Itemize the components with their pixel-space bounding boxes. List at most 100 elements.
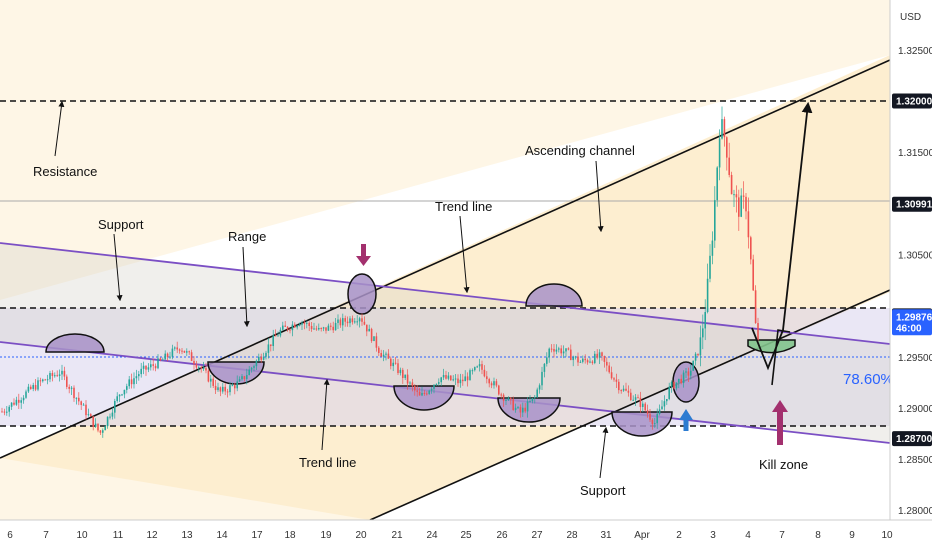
candle-body	[699, 337, 702, 356]
candle-body	[332, 326, 334, 331]
candle-body	[651, 419, 654, 425]
candle-body	[277, 335, 279, 337]
candle-body	[750, 237, 752, 260]
candle-body	[56, 375, 58, 377]
candle-body	[531, 397, 534, 402]
candle-body	[202, 368, 205, 370]
candle-body	[8, 406, 10, 412]
candle-body	[301, 322, 303, 325]
candle-body	[649, 413, 651, 420]
price-tag-label: 1.29876	[896, 312, 932, 323]
candle-body	[253, 366, 255, 368]
candle-body	[104, 426, 106, 431]
candle-body	[433, 384, 435, 389]
candle-body	[361, 318, 363, 322]
candle-body	[622, 388, 625, 391]
down-arrow-magenta	[356, 244, 371, 266]
candle-body	[502, 394, 505, 401]
x-tick-label: 7	[779, 530, 785, 541]
candle-body	[536, 389, 538, 398]
candle-body	[514, 407, 517, 411]
candle-body	[721, 119, 723, 139]
candle-body	[421, 392, 423, 396]
candle-body	[231, 385, 234, 387]
candle-body	[692, 360, 694, 371]
candle-body	[152, 364, 154, 366]
candle-body	[457, 378, 459, 384]
candle-body	[454, 378, 457, 380]
candle-body	[589, 361, 591, 363]
candle-body	[690, 370, 692, 376]
candle-body	[670, 381, 673, 387]
candle-body	[517, 407, 519, 409]
candle-body	[738, 197, 740, 217]
candle-body	[646, 410, 649, 414]
x-tick-label: 31	[600, 530, 612, 541]
candle-body	[534, 397, 536, 399]
candle-body	[387, 353, 390, 359]
candle-body	[399, 369, 402, 374]
candle-body	[373, 336, 375, 342]
candle-body	[54, 375, 56, 377]
candle-body	[430, 388, 433, 391]
candle-body	[42, 379, 44, 382]
candle-body	[654, 423, 656, 425]
candle-body	[34, 385, 37, 390]
candle-body	[198, 367, 200, 369]
candle-body	[18, 399, 20, 403]
candle-body	[481, 364, 483, 370]
candle-body	[469, 370, 471, 381]
label-kill-zone: Kill zone	[759, 457, 808, 472]
candle-body	[303, 322, 306, 324]
candle-body	[46, 379, 49, 381]
support-bottom-arrow	[599, 426, 609, 479]
candle-body	[598, 352, 601, 358]
candle-body	[694, 353, 697, 361]
candle-body	[25, 391, 27, 398]
trend-line-upper	[0, 242, 891, 345]
candle-body	[495, 381, 498, 386]
candle-body	[344, 318, 346, 322]
candle-body	[279, 329, 282, 336]
x-tick-label: 11	[113, 530, 124, 541]
candle-body	[22, 397, 25, 401]
x-tick-label: 3	[710, 530, 716, 541]
candle-body	[435, 383, 438, 385]
candle-body	[6, 411, 8, 413]
candle-body	[246, 375, 248, 380]
candle-body	[207, 370, 210, 382]
channel-lower-line	[369, 289, 891, 521]
y-axis-ticks: 1.32500 1.31500 1.30500 1.29500 1.29000 1.285…	[898, 46, 932, 517]
candle-body	[284, 325, 286, 327]
candle-body	[358, 318, 361, 322]
x-tick-label: 18	[284, 530, 296, 541]
candle-body	[73, 387, 75, 399]
candle-body	[308, 322, 310, 326]
candle-body	[702, 328, 704, 338]
candle-body	[378, 347, 380, 353]
time-axis[interactable]	[0, 520, 932, 550]
touch-marker-2	[207, 361, 265, 385]
candle-body	[529, 401, 531, 403]
candle-body	[366, 324, 368, 332]
candle-body	[291, 324, 294, 331]
candle-body	[255, 360, 258, 367]
candle-body	[282, 325, 284, 330]
candle-body	[147, 367, 150, 370]
candlesticks	[1, 106, 759, 438]
candle-body	[675, 382, 678, 389]
candle-body	[728, 157, 730, 175]
x-tick-label: 9	[849, 530, 855, 541]
candle-body	[114, 400, 116, 413]
label-support-left: Support	[98, 217, 144, 232]
candle-body	[236, 381, 238, 389]
label-trend-line-top: Trend line	[435, 199, 492, 214]
candle-body	[318, 327, 320, 330]
candle-body	[166, 353, 169, 358]
candle-body	[560, 348, 562, 354]
ascending-channel-arrow	[595, 160, 604, 233]
candle-body	[75, 397, 78, 399]
candle-body	[188, 351, 190, 353]
price-axis[interactable]	[890, 0, 932, 550]
